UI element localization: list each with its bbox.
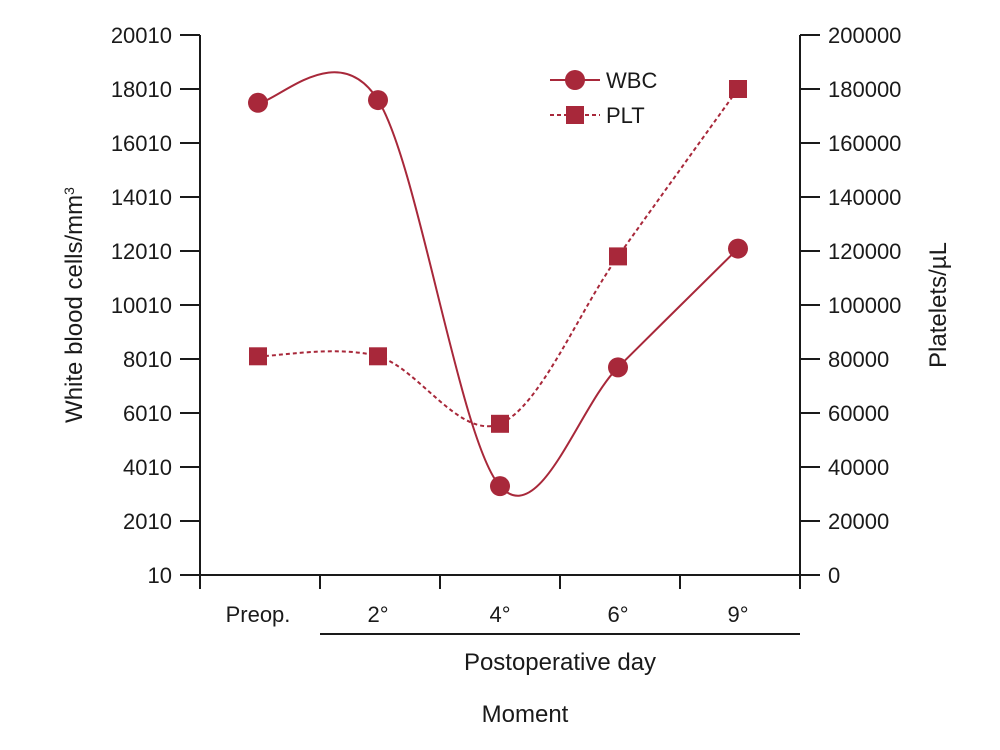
series-wbc xyxy=(248,71,748,497)
data-point-plt xyxy=(369,347,387,366)
y-right-tick-label: 140000 xyxy=(828,185,901,210)
x-axis-secondary-title: Moment xyxy=(482,701,569,728)
x-axis-ticks: Preop. 2° 4° 6° 9° xyxy=(199,575,801,627)
series-line-plt xyxy=(257,88,739,428)
y-left-tick-label: 10010 xyxy=(111,293,172,318)
y-left-axis-title: White blood cells/mm3 xyxy=(61,187,88,423)
y-right-tick-label: 180000 xyxy=(828,77,901,102)
data-point-plt xyxy=(249,347,267,366)
series-layer xyxy=(248,71,748,497)
x-tick-label: 9° xyxy=(727,602,748,627)
series-plt xyxy=(249,80,747,433)
y-right-tick-label: 0 xyxy=(828,563,840,588)
y-left-tick-label: 6010 xyxy=(123,401,172,426)
data-point-wbc xyxy=(608,357,628,378)
data-point-plt xyxy=(609,247,627,266)
y-right-tick-label: 20000 xyxy=(828,509,889,534)
legend-item-wbc: WBC xyxy=(550,68,657,93)
y-left-tick-label: 14010 xyxy=(111,185,172,210)
x-tick-label: 6° xyxy=(607,602,628,627)
y-right-tick-label: 60000 xyxy=(828,401,889,426)
y-right-tick-label: 100000 xyxy=(828,293,901,318)
series-line-wbc xyxy=(257,71,739,497)
legend-label-wbc: WBC xyxy=(606,68,657,93)
y-right-tick-label: 40000 xyxy=(828,455,889,480)
y-right-tick-label: 160000 xyxy=(828,131,901,156)
y-left-tick-label: 18010 xyxy=(111,77,172,102)
legend: WBC PLT xyxy=(550,68,657,128)
y-left-tick-label: 2010 xyxy=(123,509,172,534)
legend-marker-circle xyxy=(565,70,585,90)
y-left-tick-label: 12010 xyxy=(111,239,172,264)
y-left-tick-label: 8010 xyxy=(123,347,172,372)
y-left-tick-label: 16010 xyxy=(111,131,172,156)
data-point-plt xyxy=(491,414,509,433)
y-right-tick-label: 200000 xyxy=(828,23,901,48)
data-point-plt xyxy=(729,80,747,98)
legend-label-plt: PLT xyxy=(606,103,645,128)
right-axis-ticks: 0 20000 40000 60000 80000 100000 120000 140000 1… xyxy=(800,23,901,588)
data-point-wbc xyxy=(728,238,748,259)
data-point-wbc xyxy=(368,90,388,111)
y-left-tick-label: 10 xyxy=(148,563,172,588)
y-right-axis-title: Platelets/µL xyxy=(925,242,952,368)
legend-item-plt: PLT xyxy=(550,103,645,128)
y-left-tick-label: 20010 xyxy=(111,23,172,48)
x-tick-label: Preop. xyxy=(226,602,291,627)
x-tick-label: 2° xyxy=(367,602,388,627)
y-right-tick-label: 120000 xyxy=(828,239,901,264)
left-axis-ticks: 10 2010 4010 6010 8010 10010 12010 14010 16010 18… xyxy=(111,23,200,588)
data-point-wbc xyxy=(248,92,268,113)
x-tick-label: 4° xyxy=(489,602,510,627)
x-axis-title: Postoperative day xyxy=(464,649,656,676)
y-left-tick-label: 4010 xyxy=(123,455,172,480)
data-point-wbc xyxy=(490,476,510,497)
y-right-tick-label: 80000 xyxy=(828,347,889,372)
legend-marker-square xyxy=(566,106,584,124)
